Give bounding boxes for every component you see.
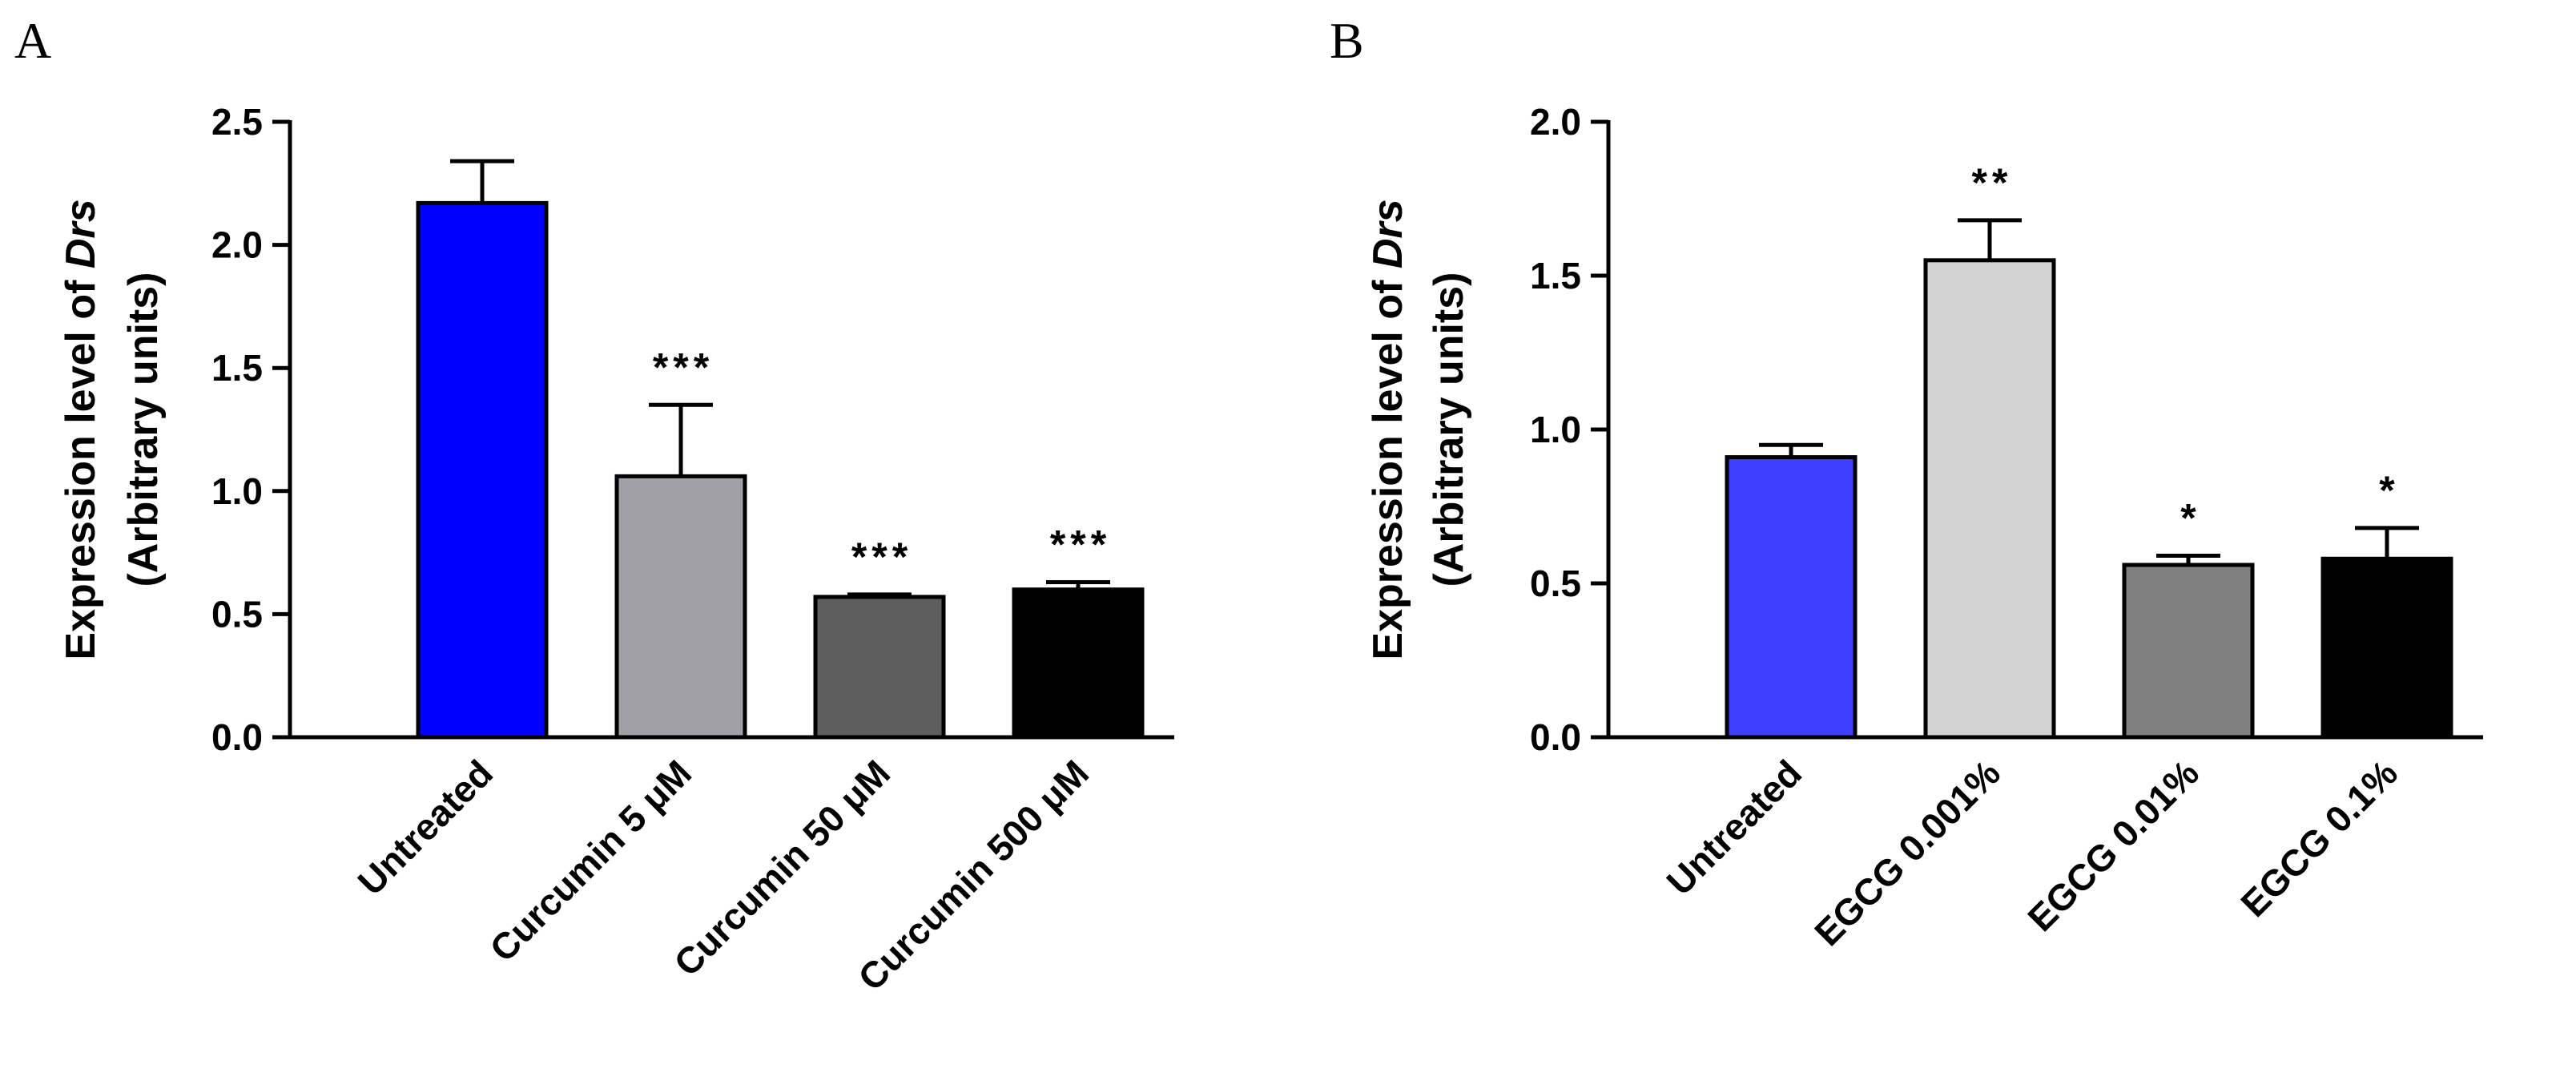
- y-tick-label: 2.0: [211, 224, 263, 266]
- panel-letter: B: [1330, 12, 1364, 69]
- category-label: Curcumin 5 μM: [481, 752, 699, 970]
- y-tick-label: 0.0: [211, 716, 263, 758]
- y-tick-label: 2.5: [211, 101, 263, 143]
- y-tick-label: 1.5: [211, 347, 263, 389]
- y-axis-label-line2: (Arbitrary units): [120, 272, 167, 587]
- y-tick-label: 1.0: [211, 470, 263, 512]
- panel-a: A 0.0 0.5 1.0 1.5 2.0 2.5 Expression level of D…: [14, 12, 1174, 998]
- category-label: EGCG 0.01%: [2019, 752, 2207, 939]
- category-label: EGCG 0.1%: [2232, 752, 2405, 925]
- significance-label: ***: [851, 534, 912, 579]
- category-label: Curcumin 50 μM: [666, 752, 898, 984]
- y-tick-label: 2.0: [1530, 101, 1581, 143]
- category-label: Untreated: [1658, 752, 1809, 903]
- y-tick-label: 0.0: [1530, 716, 1581, 758]
- y-tick-label: 0.5: [211, 593, 263, 635]
- bar-1: [614, 474, 747, 740]
- category-label: EGCG 0.001%: [1806, 752, 2008, 954]
- bar-1: [1923, 258, 2056, 740]
- y-axis-label-line2: (Arbitrary units): [1426, 272, 1472, 587]
- significance-label: *: [2379, 468, 2399, 513]
- bar-2: [2122, 563, 2255, 740]
- bar-0: [416, 200, 549, 740]
- y-axis-label-line1: Expression level of Drs: [1365, 199, 1411, 659]
- bar-2: [813, 595, 946, 740]
- panel-letter: A: [14, 12, 51, 69]
- significance-label: ***: [653, 345, 714, 389]
- significance-label: *: [2180, 495, 2200, 540]
- bar-0: [1725, 455, 1858, 740]
- y-tick-label: 1.0: [1530, 409, 1581, 450]
- significance-label: ***: [1050, 522, 1111, 567]
- bar-3: [2320, 556, 2453, 740]
- y-tick-label: 0.5: [1530, 563, 1581, 604]
- y-tick-label: 1.5: [1530, 255, 1581, 296]
- category-label: Untreated: [349, 752, 501, 903]
- bar-3: [1012, 587, 1145, 740]
- significance-label: **: [1972, 160, 2013, 205]
- panel-b: B 0.0 0.5 1.0 1.5 2.0 Expression level of Drs (…: [1330, 12, 2483, 954]
- y-axis-label-line1: Expression level of Drs: [58, 199, 104, 659]
